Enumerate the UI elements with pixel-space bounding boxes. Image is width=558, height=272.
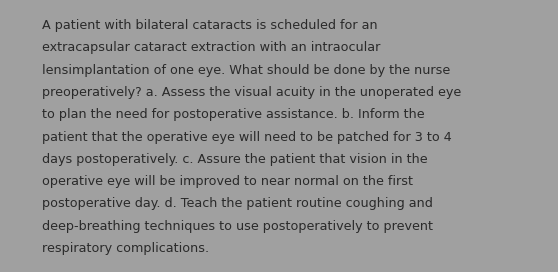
Text: postoperative day. d. Teach the patient routine coughing and: postoperative day. d. Teach the patient … (42, 197, 432, 211)
Text: patient that the operative eye will need to be patched for 3 to 4: patient that the operative eye will need… (42, 131, 451, 144)
Text: days postoperatively. c. Assure the patient that vision in the: days postoperatively. c. Assure the pati… (42, 153, 427, 166)
Text: extracapsular cataract extraction with an intraocular: extracapsular cataract extraction with a… (42, 41, 380, 54)
Text: to plan the need for postoperative assistance. b. Inform the: to plan the need for postoperative assis… (42, 108, 425, 121)
Text: preoperatively? a. Assess the visual acuity in the unoperated eye: preoperatively? a. Assess the visual acu… (42, 86, 461, 99)
Text: lensimplantation of one eye. What should be done by the nurse: lensimplantation of one eye. What should… (42, 64, 450, 77)
Text: deep-breathing techniques to use postoperatively to prevent: deep-breathing techniques to use postope… (42, 220, 433, 233)
Text: A patient with bilateral cataracts is scheduled for an: A patient with bilateral cataracts is sc… (42, 19, 377, 32)
Text: operative eye will be improved to near normal on the first: operative eye will be improved to near n… (42, 175, 413, 188)
Text: respiratory complications.: respiratory complications. (42, 242, 209, 255)
